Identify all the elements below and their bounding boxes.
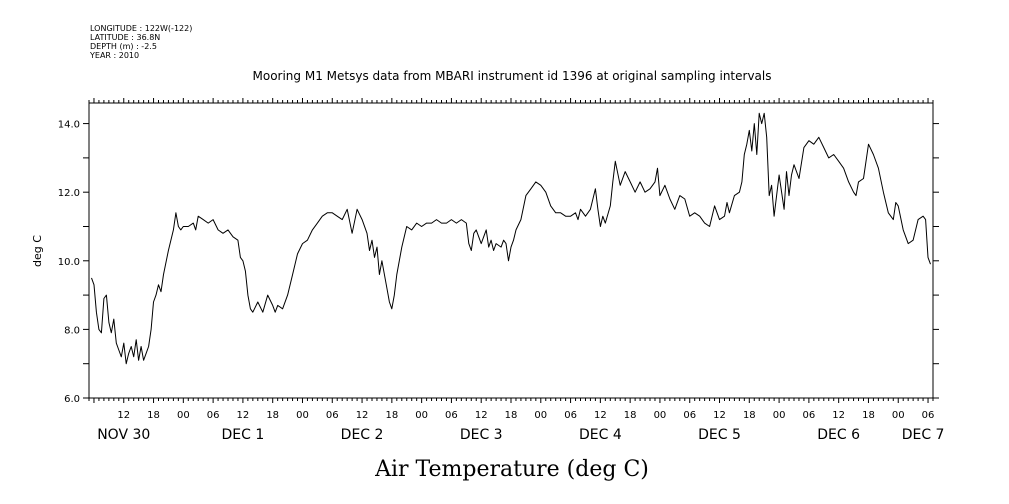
chart-title: Mooring M1 Metsys data from MBARI instru… (253, 69, 772, 83)
day-label: DEC 1 (222, 427, 265, 443)
year-text: YEAR : 2010 (89, 51, 139, 60)
y-tick-label: 14.0 (58, 120, 80, 131)
x-tick-label: 12 (237, 410, 250, 421)
x-tick-label: 06 (445, 410, 458, 421)
x-tick-label: 00 (654, 410, 667, 421)
x-axis-ticks: 12 18 00 06 12 18 00 06 12 18 00 06 12 18 00 06 12 18 00 06… (117, 410, 934, 421)
y-tick-label: 8.0 (64, 325, 80, 336)
x-tick-label: 18 (147, 410, 160, 421)
x-tick-label: 12 (356, 410, 369, 421)
longitude-text: LONGITUDE : 122W(-122) (90, 24, 192, 33)
y-axis-ticks: 6.0 8.0 10.0 12.0 14.0 (58, 120, 939, 405)
x-tick-label: 18 (862, 410, 875, 421)
y-axis-label: deg C (31, 235, 44, 267)
x-tick-label: 06 (922, 410, 935, 421)
x-tick-label: 00 (534, 410, 547, 421)
x-tick-label: 06 (207, 410, 220, 421)
top-minor-ticks (88, 98, 934, 103)
y-tick-label: 12.0 (58, 188, 80, 199)
x-tick-label: 12 (713, 410, 726, 421)
x-tick-label: 12 (832, 410, 845, 421)
y-tick-label: 10.0 (58, 257, 80, 268)
plot-frame (88, 102, 934, 399)
x-tick-label: 12 (117, 410, 130, 421)
y-tick-label: 6.0 (64, 394, 80, 405)
x-tick-label: 18 (624, 410, 637, 421)
x-tick-label: 18 (743, 410, 756, 421)
x-tick-label: 12 (475, 410, 488, 421)
day-label: DEC 2 (341, 427, 384, 443)
x-tick-label: 18 (505, 410, 518, 421)
bottom-minor-ticks (88, 398, 934, 403)
depth-text: DEPTH (m) : -2.5 (90, 42, 157, 51)
day-label: DEC 7 (902, 427, 945, 443)
day-label: DEC 6 (817, 427, 860, 443)
metadata-block: LONGITUDE : 122W(-122) LATITUDE : 36.8N … (89, 24, 192, 60)
x-tick-label: 00 (415, 410, 428, 421)
day-labels: NOV 30 DEC 1 DEC 2 DEC 3 DEC 4 DEC 5 DEC 6 DEC … (97, 427, 944, 443)
x-tick-label: 06 (803, 410, 816, 421)
x-tick-label: 00 (892, 410, 905, 421)
x-tick-label: 18 (385, 410, 398, 421)
x-tick-label: 00 (296, 410, 309, 421)
x-tick-label: 06 (326, 410, 339, 421)
series-line-air-temperature (91, 112, 931, 365)
x-tick-label: 12 (594, 410, 607, 421)
x-tick-label: 18 (266, 410, 279, 421)
day-label: NOV 30 (97, 427, 150, 443)
x-axis-label: Air Temperature (deg C) (374, 457, 649, 482)
x-tick-label: 00 (177, 410, 190, 421)
x-tick-label: 06 (564, 410, 577, 421)
latitude-text: LATITUDE : 36.8N (90, 33, 160, 42)
day-label: DEC 4 (579, 427, 622, 443)
day-label: DEC 3 (460, 427, 503, 443)
day-label: DEC 5 (698, 427, 741, 443)
x-tick-label: 00 (773, 410, 786, 421)
x-tick-label: 06 (683, 410, 696, 421)
